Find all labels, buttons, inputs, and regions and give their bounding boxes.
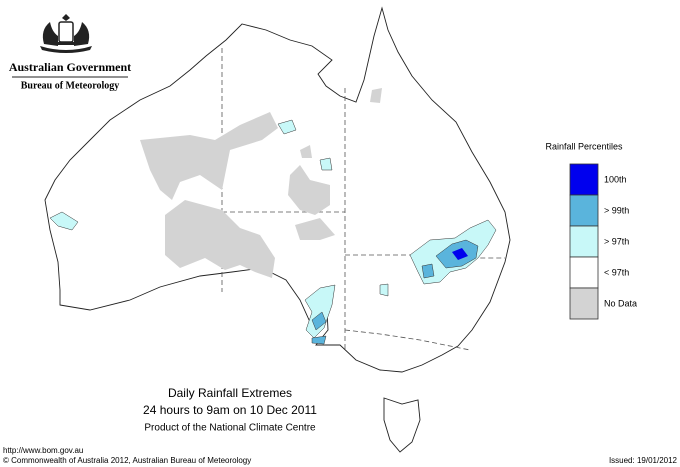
coat-of-arms [40, 14, 92, 53]
legend-label: 100th [604, 174, 627, 184]
no-data-areas [140, 88, 382, 278]
map [44, 6, 511, 453]
state-border [344, 329, 471, 351]
caption-product: Product of the National Climate Centre [144, 423, 316, 434]
header-title: Australian Government [9, 60, 131, 74]
tasmania [383, 397, 421, 453]
caption-title: Daily Rainfall Extremes [168, 386, 292, 400]
caption-period: 24 hours to 9am on 10 Dec 2011 [143, 403, 317, 417]
legend-label: < 97th [604, 267, 629, 277]
legend-label: > 99th [604, 205, 629, 215]
header-subtitle: Bureau of Meteorology [21, 80, 120, 91]
legend: Rainfall Percentiles 100th > 99th > 97th < … [545, 141, 637, 320]
record-area [452, 248, 468, 260]
legend-swatch [569, 225, 599, 258]
legend-swatch [569, 287, 599, 320]
legend-swatch [569, 256, 599, 289]
footer-copyright: © Commonwealth of Australia 2012, Austra… [3, 456, 251, 465]
footer-url: http://www.bom.gov.au [3, 446, 83, 455]
legend-swatch [569, 163, 599, 196]
legend-swatch [569, 194, 599, 227]
legend-label: > 97th [604, 236, 629, 246]
legend-label: No Data [604, 298, 637, 308]
above-99th-areas [311, 239, 479, 345]
footer-issued: Issued: 19/01/2012 [609, 456, 678, 465]
legend-title: Rainfall Percentiles [545, 141, 623, 151]
